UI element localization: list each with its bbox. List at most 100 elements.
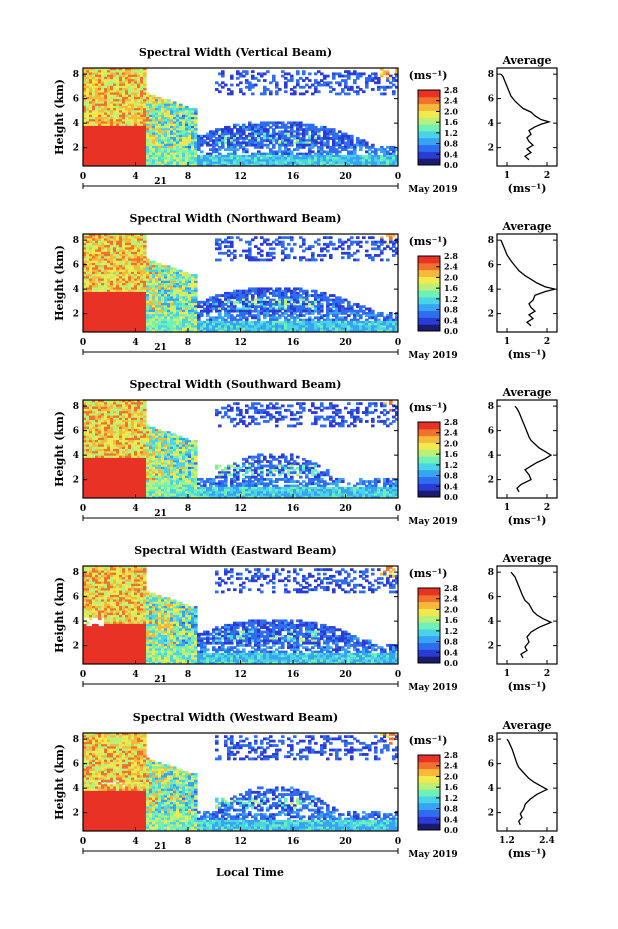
- colorbar-tick: 2.0: [444, 272, 458, 282]
- y-tick-label: 6: [73, 593, 79, 603]
- y-tick-label: 6: [73, 95, 79, 105]
- colorbar-swatch: [418, 816, 440, 824]
- colorbar-swatch: [418, 789, 440, 797]
- colorbar-tick: 1.6: [444, 782, 458, 792]
- colorbar-unit: (ms⁻¹): [409, 401, 448, 414]
- colorbar-tick: 2.8: [444, 417, 458, 427]
- panel-title: Spectral Width (Northward Beam): [130, 212, 342, 225]
- colorbar-swatch: [418, 283, 440, 291]
- avg-x-tick: 1: [504, 171, 510, 181]
- colorbar-tick: 0.0: [444, 326, 458, 336]
- colorbar-swatch: [418, 642, 440, 650]
- colorbar-tick: 1.2: [444, 626, 458, 636]
- avg-title: Average: [501, 552, 551, 565]
- y-axis-label: Height (km): [53, 744, 66, 820]
- colorbar-tick: 0.4: [444, 481, 458, 491]
- colorbar-tick: 1.2: [444, 128, 458, 138]
- colorbar-unit: (ms⁻¹): [409, 734, 448, 747]
- colorbar-swatch: [418, 110, 440, 118]
- avg-x-tick: 1: [504, 337, 510, 347]
- avg-y-tick: 6: [488, 760, 494, 770]
- x-tick-label: 8: [185, 172, 191, 182]
- x-tick-label: 0: [80, 172, 86, 182]
- colorbar-tick: 2.4: [444, 96, 458, 106]
- colorbar-swatch: [418, 422, 440, 430]
- colorbar-swatch: [418, 90, 440, 98]
- y-tick-label: 4: [73, 285, 79, 295]
- colorbar-unit: (ms⁻¹): [409, 69, 448, 82]
- colorbar-swatch: [418, 310, 440, 318]
- panel-3: Spectral Width (Eastward Beam) 2 4 6 8 Height…: [53, 544, 558, 693]
- colorbar-swatch: [418, 303, 440, 312]
- colorbar-swatch: [418, 290, 440, 298]
- colorbar-swatch: [418, 269, 440, 277]
- avg-y-tick: 2: [488, 642, 494, 652]
- panel-title: Spectral Width (Westward Beam): [133, 711, 338, 724]
- colorbar-tick: 2.0: [444, 771, 458, 781]
- colorbar-unit: (ms⁻¹): [409, 567, 448, 580]
- date-label: May 2019: [408, 683, 457, 693]
- avg-x-tick: 2: [544, 503, 550, 513]
- x-tick-label: 20: [339, 338, 352, 348]
- avg-x-tick: 2: [544, 669, 550, 679]
- colorbar-tick: 2.8: [444, 583, 458, 593]
- x-tick-label: 8: [185, 504, 191, 514]
- avg-y-tick: 2: [488, 476, 494, 486]
- day-label: 21: [154, 842, 167, 852]
- x-tick-label: 0: [395, 837, 401, 847]
- colorbar-tick: 0.0: [444, 160, 458, 170]
- colorbar-swatch: [418, 456, 440, 464]
- colorbar-tick: 2.0: [444, 604, 458, 614]
- colorbar-swatch: [418, 151, 440, 159]
- avg-y-tick: 2: [488, 310, 494, 320]
- y-tick-label: 6: [73, 760, 79, 770]
- colorbar-frame: [417, 255, 441, 332]
- y-tick-label: 8: [73, 735, 79, 745]
- date-label: May 2019: [408, 517, 457, 527]
- colorbar-tick: 2.8: [444, 85, 458, 95]
- colorbar-tick: 2.4: [444, 428, 458, 438]
- colorbar-tick: 0.4: [444, 315, 458, 325]
- x-tick-label: 0: [80, 338, 86, 348]
- x-tick-label: 16: [287, 670, 300, 680]
- colorbar-swatch: [418, 256, 440, 264]
- colorbar-swatch: [418, 608, 440, 616]
- x-tick-label: 0: [395, 172, 401, 182]
- colorbar-swatch: [418, 137, 440, 146]
- panel-4: Spectral Width (Westward Beam) 2 4 6 8 Height…: [53, 711, 558, 860]
- date-label: May 2019: [408, 185, 457, 195]
- avg-y-tick: 6: [488, 427, 494, 437]
- y-tick-label: 2: [73, 642, 79, 652]
- day-label: 21: [154, 675, 167, 685]
- y-tick-label: 8: [73, 236, 79, 246]
- colorbar-swatch: [418, 615, 440, 623]
- avg-y-tick: 8: [488, 735, 494, 745]
- colorbar-tick: 1.6: [444, 283, 458, 293]
- colorbar-swatch: [418, 809, 440, 817]
- day-label: 21: [154, 343, 167, 353]
- y-tick-label: 4: [73, 617, 79, 627]
- avg-y-tick: 4: [488, 617, 494, 627]
- colorbar-tick: 1.2: [444, 793, 458, 803]
- panel-title: Spectral Width (Eastward Beam): [134, 544, 336, 557]
- y-tick-label: 8: [73, 402, 79, 412]
- heatmap: [83, 566, 398, 664]
- y-tick-label: 8: [73, 70, 79, 80]
- x-tick-label: 0: [395, 504, 401, 514]
- avg-y-tick: 6: [488, 593, 494, 603]
- colorbar-tick: 2.8: [444, 750, 458, 760]
- panel-title: Spectral Width (Vertical Beam): [139, 46, 332, 59]
- colorbar-tick: 2.4: [444, 761, 458, 771]
- y-tick-label: 4: [73, 119, 79, 129]
- avg-unit: (ms⁻¹): [508, 182, 547, 195]
- x-tick-label: 16: [287, 504, 300, 514]
- colorbar-tick: 1.6: [444, 615, 458, 625]
- colorbar-swatch: [418, 802, 440, 811]
- x-tick-label: 12: [234, 504, 247, 514]
- avg-unit: (ms⁻¹): [508, 680, 547, 693]
- x-tick-label: 16: [287, 338, 300, 348]
- x-tick-label: 12: [234, 338, 247, 348]
- avg-profile-line: [500, 73, 552, 161]
- colorbar-swatch: [418, 483, 440, 491]
- colorbar-tick: 2.4: [444, 262, 458, 272]
